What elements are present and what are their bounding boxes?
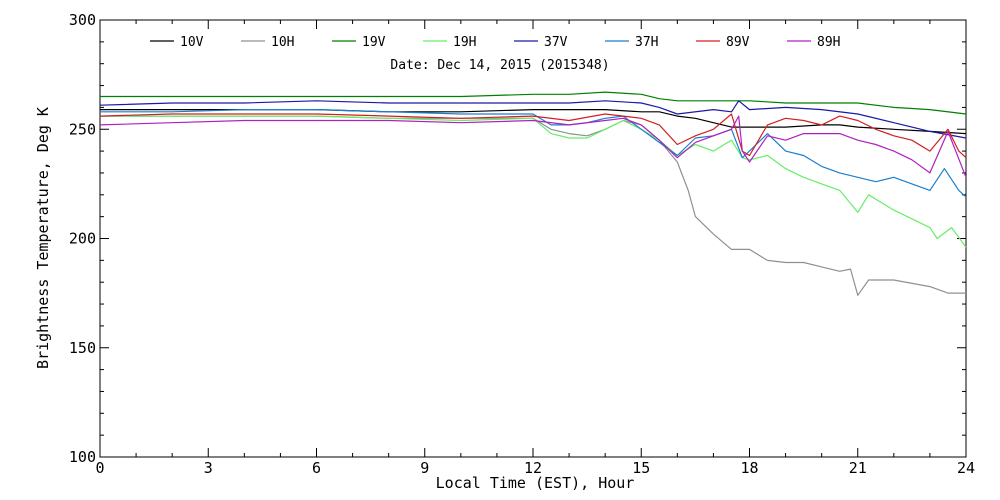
legend-label-37v: 37V <box>544 35 568 50</box>
x-tick-label: 15 <box>632 459 650 477</box>
legend-label-10h: 10H <box>271 35 294 50</box>
y-axis-title: Brightness Temperature, Deg K <box>34 107 52 369</box>
legend: 10V 10H 19V 19H 37V 37H 89V 89H <box>150 35 840 50</box>
series-line-89v <box>99 113 967 159</box>
x-tick-label: 3 <box>204 459 213 477</box>
y-tick-label: 150 <box>69 339 96 357</box>
x-tick-label: 9 <box>420 459 429 477</box>
y-tick-label: 250 <box>69 120 96 138</box>
plot-frame <box>99 19 967 458</box>
series-line-89h <box>99 115 967 178</box>
legend-label-37h: 37H <box>635 35 658 50</box>
legend-label-19v: 19V <box>362 35 386 50</box>
x-tick-label: 6 <box>312 459 321 477</box>
x-tick-label: 24 <box>957 459 975 477</box>
series-line-37v <box>99 100 967 139</box>
axis-ticks: 0 3 6 9 12 15 18 21 24 100 150 200 250 300 <box>69 11 975 477</box>
x-tick-label: 18 <box>740 459 758 477</box>
y-tick-label: 100 <box>69 448 96 466</box>
y-tick-label: 300 <box>69 11 96 29</box>
legend-label-89h: 89H <box>817 35 840 50</box>
y-tick-label: 200 <box>69 230 96 248</box>
x-axis-title: Local Time (EST), Hour <box>436 474 635 492</box>
x-tick-label: 21 <box>849 459 867 477</box>
legend-label-19h: 19H <box>453 35 476 50</box>
series-line-37h <box>100 108 967 198</box>
chart-subtitle: Date: Dec 14, 2015 (2015348) <box>390 58 609 73</box>
x-tick-label: 0 <box>95 459 104 477</box>
legend-label-10v: 10V <box>180 35 204 50</box>
series-line-10h <box>100 115 966 296</box>
x-tick-label: 12 <box>524 459 542 477</box>
series-line-19h <box>100 115 967 248</box>
legend-label-89v: 89V <box>726 35 750 50</box>
series-line-10v <box>100 108 967 135</box>
series-line-19v <box>100 91 967 115</box>
series-lines <box>99 91 967 296</box>
